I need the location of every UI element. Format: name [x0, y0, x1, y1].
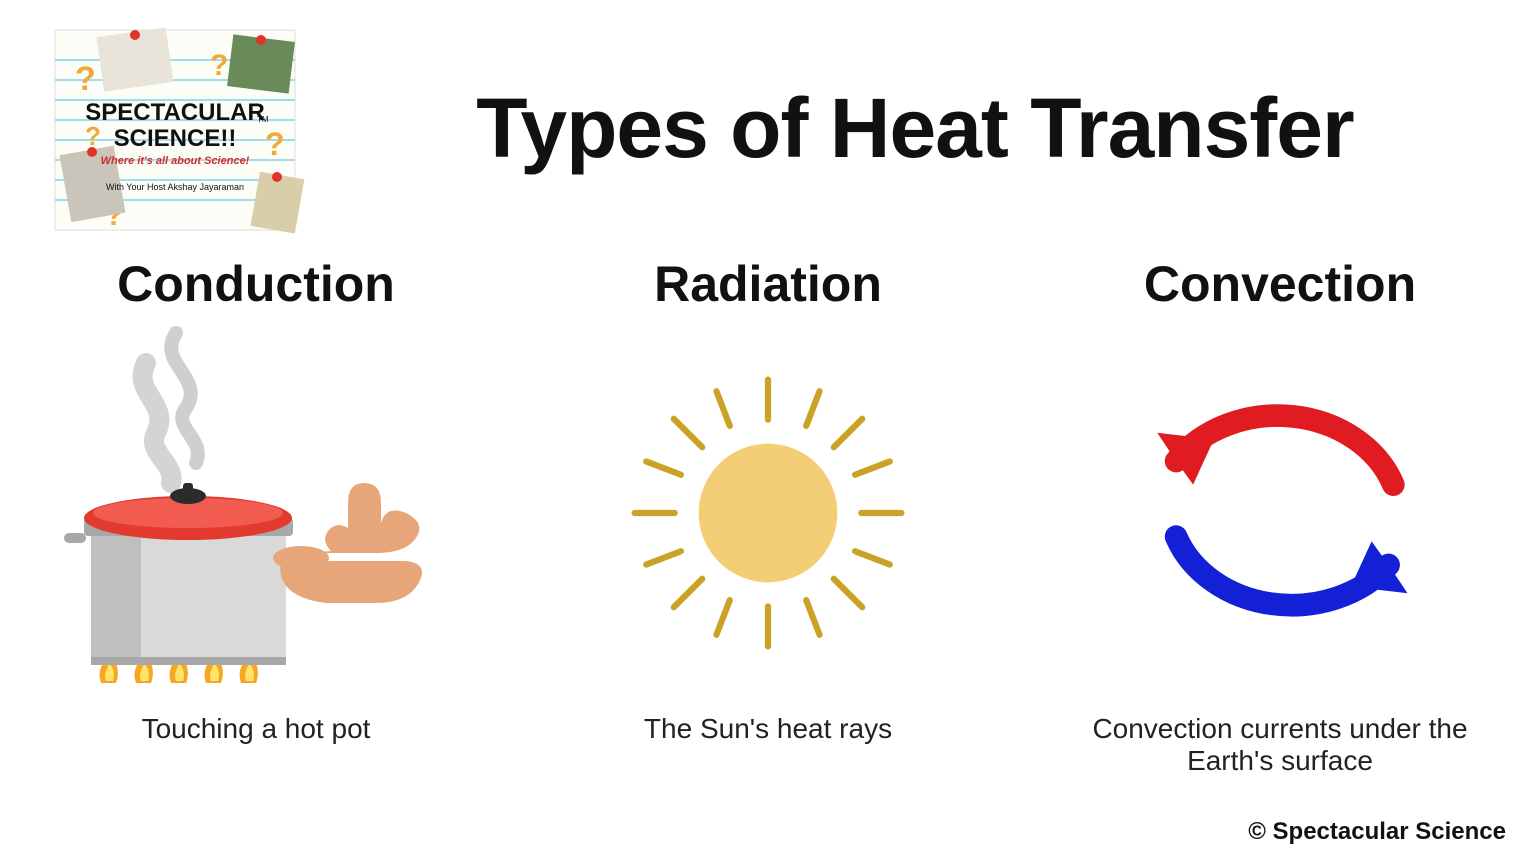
svg-text:?: ? [75, 60, 96, 98]
svg-text:Where it's all about Science!: Where it's all about Science! [101, 155, 250, 167]
heading-convection: Convection [1144, 255, 1416, 313]
col-radiation: Radiation [528, 255, 1008, 777]
columns-row: Conduction [0, 255, 1536, 777]
caption-conduction: Touching a hot pot [142, 713, 371, 745]
caption-convection: Convection currents under the Earth's su… [1070, 713, 1490, 777]
col-convection: Convection Convection currents under the… [1040, 255, 1520, 777]
heading-conduction: Conduction [117, 255, 395, 313]
logo-spectacular-science: ? ? ? ? ? SPECTACULAR SCIENCE!! Where it… [45, 20, 305, 240]
caption-radiation: The Sun's heat rays [644, 713, 892, 745]
illustration-convection [1070, 333, 1490, 693]
svg-text:TM: TM [257, 115, 269, 124]
col-conduction: Conduction [16, 255, 496, 777]
pot-hand-icon [46, 323, 466, 703]
svg-text:SCIENCE!!: SCIENCE!! [114, 125, 237, 152]
cycle-arrows-icon [1110, 343, 1450, 683]
illustration-radiation [558, 333, 978, 693]
page-title: Types of Heat Transfer [340, 80, 1490, 177]
svg-text:?: ? [210, 49, 228, 82]
heading-radiation: Radiation [654, 255, 882, 313]
copyright: © Spectacular Science [1248, 818, 1506, 846]
svg-text:SPECTACULAR: SPECTACULAR [85, 99, 265, 126]
svg-text:With Your Host Akshay Jayarama: With Your Host Akshay Jayaraman [106, 182, 244, 192]
illustration-conduction [46, 333, 466, 693]
svg-text:?: ? [265, 126, 285, 162]
sun-icon [608, 353, 928, 673]
